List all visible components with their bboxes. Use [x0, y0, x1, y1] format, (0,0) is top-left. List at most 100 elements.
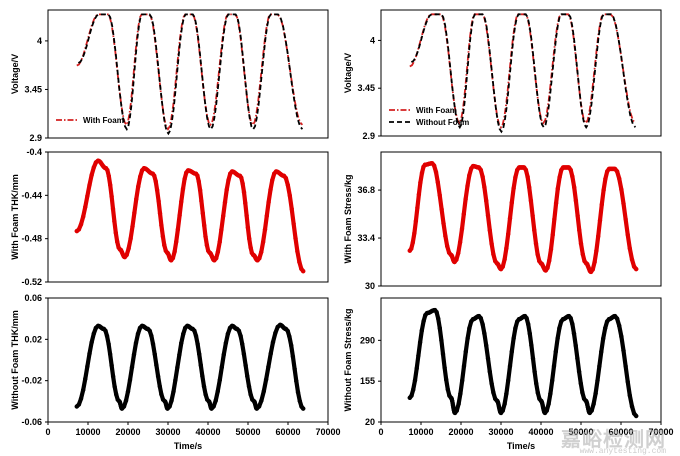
- data-point: [634, 266, 639, 272]
- data-point: [177, 213, 182, 218]
- data-point: [528, 198, 534, 203]
- y-tick-label: 2.9: [29, 133, 42, 143]
- data-point: [226, 177, 231, 183]
- data-point: [200, 374, 205, 379]
- data-point: [219, 365, 224, 370]
- data-point: [625, 232, 630, 237]
- data-point: [435, 180, 440, 185]
- series-line: [409, 13, 637, 129]
- data-point: [419, 328, 424, 333]
- data-point: [76, 227, 82, 232]
- data-point: [444, 377, 449, 382]
- data-point: [454, 257, 459, 262]
- data-point: [199, 198, 204, 204]
- data-point: [553, 349, 558, 354]
- data-point: [513, 175, 518, 180]
- data-point: [502, 401, 507, 407]
- data-point: [270, 177, 275, 183]
- data-point: [627, 393, 632, 398]
- data-point: [419, 170, 425, 176]
- data-point: [195, 173, 200, 178]
- data-point: [273, 330, 278, 336]
- y-tick-label: -0.02: [21, 376, 42, 386]
- data-point: [573, 343, 578, 348]
- data-point: [491, 390, 496, 395]
- data-point: [439, 338, 444, 343]
- data-point: [202, 223, 207, 228]
- data-point: [150, 341, 156, 347]
- chart-panel-p3: -0.4 -0.44 -0.48 -0.52 With Foam THK/mm: [10, 147, 329, 287]
- data-point: [159, 392, 164, 397]
- x-tick-label: 60000: [275, 427, 300, 437]
- data-point: [506, 378, 511, 383]
- data-point: [152, 351, 157, 357]
- data-point: [241, 189, 247, 195]
- data-point: [478, 167, 483, 173]
- data-point: [489, 241, 494, 246]
- data-point: [599, 202, 604, 207]
- x-tick-label: 10000: [75, 427, 100, 437]
- data-point: [437, 192, 442, 198]
- data-point: [203, 392, 208, 397]
- data-point: [553, 200, 559, 206]
- data-point: [500, 264, 505, 269]
- data-point: [91, 165, 97, 170]
- x-tick-label: 30000: [488, 427, 513, 437]
- data-point: [555, 336, 560, 341]
- data-point: [463, 197, 468, 202]
- data-point: [592, 259, 597, 265]
- data-point: [109, 363, 114, 368]
- x-tick-label: 50000: [568, 427, 593, 437]
- data-point: [629, 257, 635, 262]
- data-point: [217, 377, 222, 383]
- data-point: [617, 176, 622, 181]
- data-point: [440, 351, 446, 357]
- data-point: [247, 236, 252, 241]
- data-point: [511, 186, 516, 191]
- y-tick-label: -0.44: [21, 190, 42, 200]
- data-point: [301, 269, 306, 274]
- data-point: [599, 349, 604, 354]
- data-point: [133, 340, 139, 346]
- data-point: [578, 381, 583, 386]
- data-point: [513, 325, 518, 331]
- data-point: [482, 331, 487, 336]
- data-point: [573, 198, 579, 203]
- legend-label: With Foam: [83, 116, 124, 125]
- data-point: [414, 366, 419, 371]
- data-point: [415, 205, 420, 210]
- y-tick-label: -0.52: [21, 277, 42, 287]
- data-point: [523, 167, 529, 173]
- data-point: [261, 389, 266, 394]
- series-line: [407, 308, 639, 419]
- data-point: [544, 408, 549, 413]
- data-point: [601, 336, 606, 341]
- data-point: [529, 343, 534, 348]
- y-tick-label: -0.06: [21, 417, 42, 427]
- data-point: [179, 199, 184, 204]
- data-point: [433, 169, 439, 175]
- data-point: [106, 341, 111, 347]
- y-axis-label: Voltage/V: [10, 54, 20, 94]
- data-point: [500, 408, 505, 413]
- data-point: [467, 173, 472, 178]
- data-point: [240, 181, 245, 186]
- data-point: [193, 333, 199, 339]
- y-axis-label: Without Foam Stress/kg: [343, 309, 353, 412]
- data-point: [445, 387, 450, 392]
- data-point: [113, 230, 119, 235]
- data-point: [295, 390, 301, 395]
- data-point: [535, 252, 540, 257]
- data-point: [568, 167, 573, 173]
- data-point: [243, 201, 248, 206]
- data-point: [410, 240, 415, 245]
- data-point: [248, 245, 253, 250]
- data-point: [535, 390, 540, 395]
- x-axis-label: Time/s: [507, 441, 535, 451]
- y-tick-label: 2.9: [362, 131, 375, 141]
- x-tick-label: 40000: [195, 427, 220, 437]
- data-point: [463, 349, 468, 354]
- data-point: [245, 374, 250, 379]
- x-tick-label: 10000: [408, 427, 433, 437]
- data-point: [257, 256, 262, 261]
